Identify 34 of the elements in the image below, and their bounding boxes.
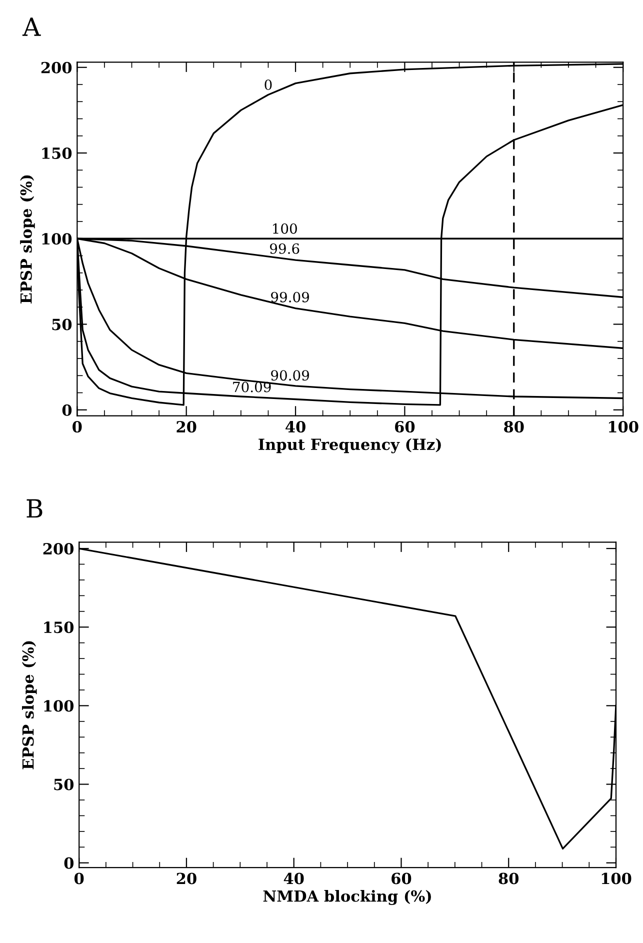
y-tick-label: 0 xyxy=(64,857,74,869)
x-tick-label: 0 xyxy=(74,872,84,884)
x-tick-label: 0 xyxy=(72,420,82,433)
x-tick-label: 20 xyxy=(176,872,196,884)
y-axis-title: EPSP slope (%) xyxy=(22,641,37,770)
x-tick-label: 60 xyxy=(392,872,412,884)
y-tick-label: 200 xyxy=(43,542,74,555)
x-tick-label: 80 xyxy=(504,420,524,433)
x-axis-title: Input Frequency (Hz) xyxy=(258,438,441,454)
y-axis-title: EPSP slope (%) xyxy=(20,175,35,304)
x-tick-label: 20 xyxy=(176,420,196,433)
y-tick-label: 100 xyxy=(42,233,72,245)
annotation: 90.09 xyxy=(271,370,310,381)
chart-title: A xyxy=(22,18,41,36)
annotation: 100 xyxy=(273,223,297,234)
x-tick-label: 40 xyxy=(284,872,304,884)
x-axis-title: NMDA blocking (%) xyxy=(263,890,431,905)
y-tick-label: 150 xyxy=(44,622,74,634)
x-tick-label: 40 xyxy=(286,420,306,433)
y-tick-label: 50 xyxy=(52,318,72,330)
annotation: 99.09 xyxy=(271,292,310,302)
y-tick-label: 0 xyxy=(62,404,72,416)
x-tick-label: 100 xyxy=(602,872,632,884)
annotation: 70.09 xyxy=(233,382,271,392)
y-tick-label: 50 xyxy=(54,778,74,790)
y-tick-label: 100 xyxy=(44,700,74,712)
x-tick-label: 100 xyxy=(608,420,638,433)
x-tick-label: 80 xyxy=(498,872,519,884)
chart-title: B xyxy=(26,499,42,518)
x-tick-label: 60 xyxy=(395,420,415,433)
y-tick-label: 150 xyxy=(42,147,72,160)
y-tick-label: 200 xyxy=(41,62,72,74)
annotation: 99.6 xyxy=(270,243,300,254)
annotation: 0 xyxy=(264,79,272,90)
